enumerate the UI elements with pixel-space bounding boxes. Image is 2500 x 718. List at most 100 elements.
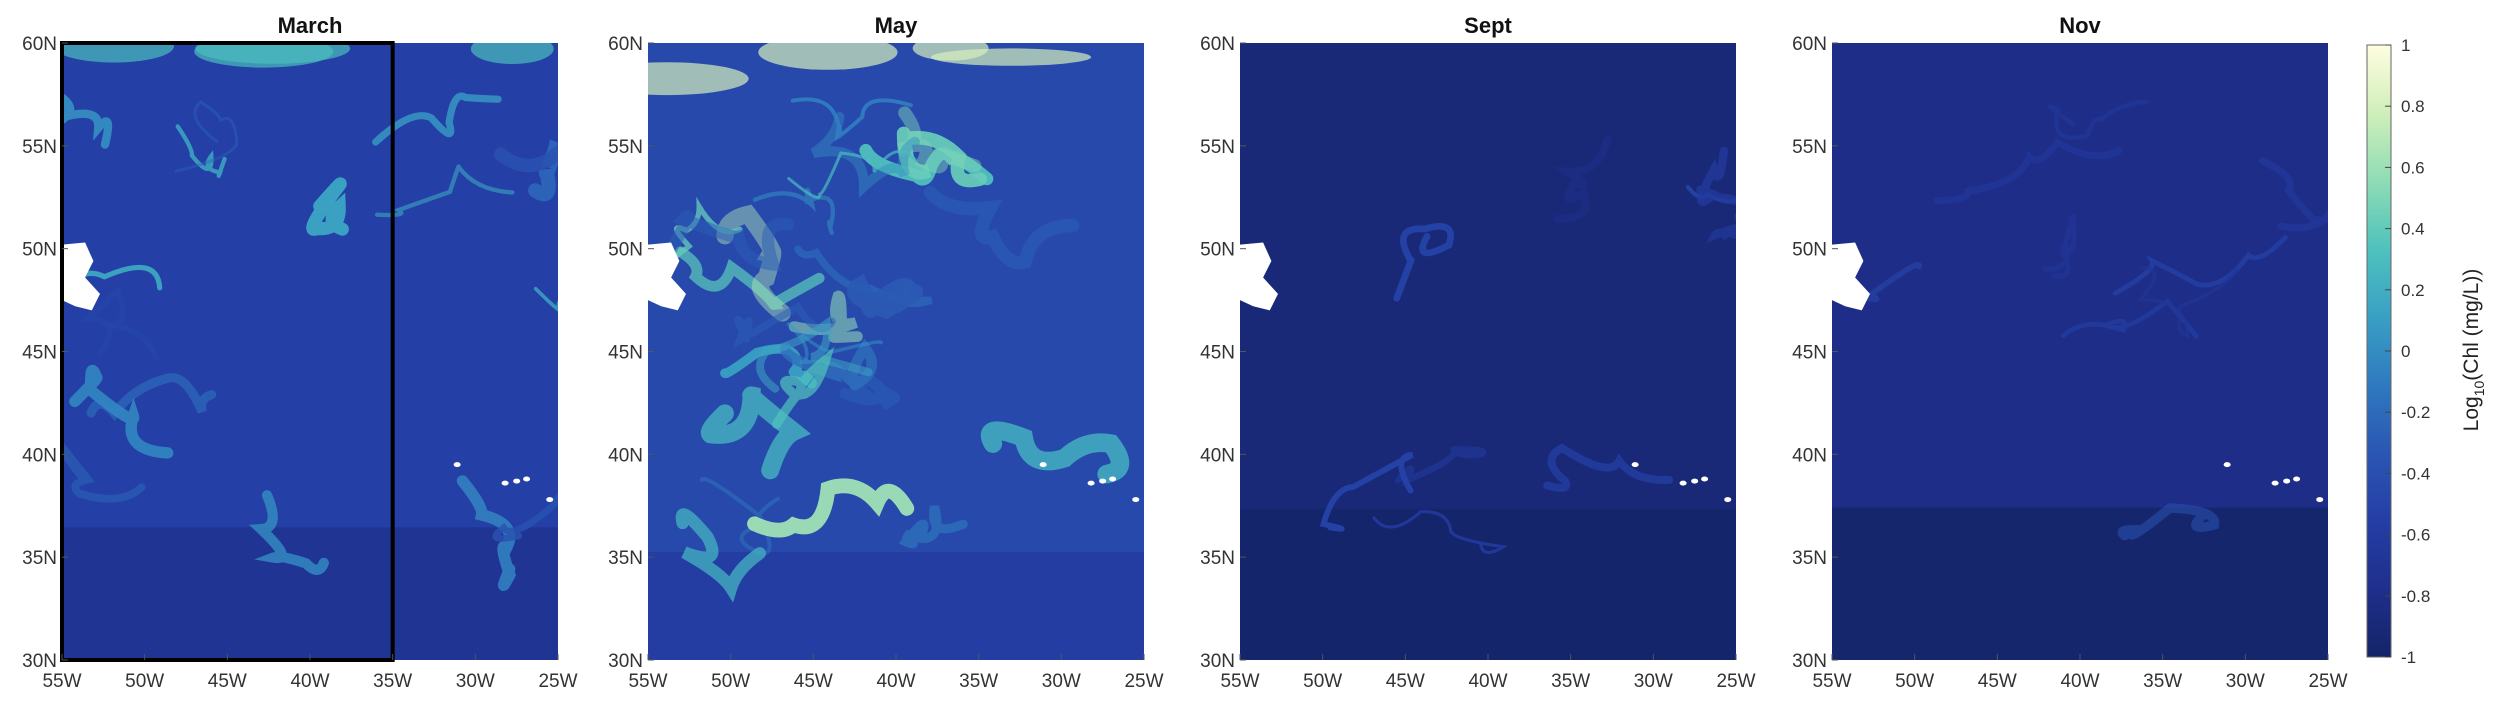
filament: [1696, 146, 1736, 221]
panel-sept: Sept 55W 50W 45W 40W 35W 30W 25W 60N 55N 50N 45N 40N…: [1200, 13, 1755, 692]
filament: [493, 143, 558, 173]
filament: [756, 316, 873, 393]
newfoundland: [1832, 242, 1870, 311]
x-tick-label: 30W: [2226, 671, 2265, 692]
filament: [665, 209, 795, 272]
filament: [1543, 443, 1674, 492]
x-tick-label: 50W: [125, 671, 164, 692]
x-tick-label: 55W: [1812, 671, 1851, 692]
y-tick-label: 35N: [1792, 548, 1827, 569]
filament: [980, 421, 1130, 484]
chlorophyll-field: [1240, 43, 1736, 660]
filament: [786, 321, 883, 364]
x-tick-label: 45W: [794, 671, 833, 692]
y-tick-label: 55N: [1792, 137, 1827, 158]
x-tick-label: 55W: [42, 671, 81, 692]
x-tick-label: 25W: [1124, 671, 1163, 692]
filament: [700, 386, 811, 480]
y-tick-label: 40N: [608, 445, 643, 466]
x-tick-label: 25W: [1716, 671, 1755, 692]
filament: [898, 505, 968, 549]
filament: [2117, 503, 2220, 541]
x-tick-label: 40W: [1468, 671, 1507, 692]
filament: [1319, 451, 1414, 532]
x-tick-label: 40W: [876, 671, 915, 692]
azores-island: [2283, 478, 2291, 484]
panel-may: May 55W 50W 45W 40W 35W 30W 25W 60N 55N 50N 45N 40N 3…: [608, 13, 1163, 692]
y-tick-label: 50N: [608, 240, 643, 261]
azores-island: [1132, 497, 1140, 503]
bloom-patch: [470, 43, 554, 65]
x-tick-label: 55W: [628, 671, 667, 692]
bloom-patch: [195, 43, 351, 64]
azores-island: [1099, 478, 1107, 484]
x-tick-label: 35W: [2143, 671, 2182, 692]
southern-band: [1240, 508, 1736, 660]
filament: [306, 177, 349, 236]
newfoundland: [62, 242, 100, 311]
y-tick-label: 35N: [608, 548, 643, 569]
chlorophyll-field: [648, 43, 1144, 660]
x-tick-label: 25W: [538, 671, 577, 692]
axes: 55W 50W 45W 40W 35W 30W 25W 60N 55N 50N 45N 40N 35N 3…: [22, 34, 577, 692]
x-tick-label: 50W: [1303, 671, 1342, 692]
colorbar-tick-label: 0.2: [2401, 281, 2425, 300]
y-tick-label: 50N: [1792, 240, 1827, 261]
filament: [372, 92, 502, 146]
panel-march: March 55W 50W 45W 40W 35W 30W 25W 60N 55N 50N 45N 40…: [22, 13, 577, 692]
panel-title: May: [875, 13, 919, 38]
y-tick-label: 35N: [22, 548, 57, 569]
x-tick-label: 25W: [2308, 671, 2347, 692]
chlorophyll-field: [62, 43, 558, 660]
azores-island: [523, 476, 531, 482]
azores-island: [1631, 462, 1639, 468]
filament: [787, 149, 918, 199]
azores-island: [546, 497, 554, 503]
filament: [1372, 510, 1509, 555]
azores-island: [1039, 462, 1047, 468]
axes: 55W 50W 45W 40W 35W 30W 25W 60N 55N 50N 45N 40N 35N 3…: [1792, 34, 2347, 692]
land: [62, 242, 554, 503]
y-tick-label: 60N: [1792, 34, 1827, 55]
filament: [2047, 99, 2149, 140]
y-tick-label: 40N: [1200, 445, 1235, 466]
colorbar-tick-label: -0.2: [2401, 403, 2430, 422]
newfoundland: [648, 242, 686, 311]
azores-island: [2223, 462, 2231, 468]
colorbar-tick-label: -1: [2401, 648, 2416, 667]
colorbar-label: Log10(Chl (mg/L)): [2460, 269, 2487, 432]
x-tick-label: 40W: [2060, 671, 2099, 692]
filament: [1393, 223, 1454, 302]
azores-island: [1109, 476, 1117, 482]
land: [1240, 242, 1732, 503]
y-tick-label: 40N: [22, 445, 57, 466]
filament: [2137, 266, 2239, 339]
y-tick-label: 45N: [608, 343, 643, 364]
filament: [771, 346, 835, 429]
filament: [788, 290, 863, 343]
azores-island: [453, 462, 461, 468]
filament: [2112, 235, 2288, 296]
azores-island: [1724, 497, 1732, 503]
filament: [732, 302, 836, 349]
colorbar-tick-label: -0.4: [2401, 464, 2430, 483]
azores-island: [1087, 480, 1095, 486]
bloom-patch: [758, 43, 898, 70]
x-tick-label: 35W: [959, 671, 998, 692]
x-tick-label: 45W: [1978, 671, 2017, 692]
y-tick-label: 30N: [1792, 651, 1827, 672]
x-tick-label: 30W: [456, 671, 495, 692]
chlorophyll-field: [1832, 43, 2328, 660]
panel-nov: Nov 55W 50W 45W 40W 35W 30W 25W 60N 55N 50N 45N 40N 3…: [1792, 13, 2347, 692]
panel-title: Sept: [1464, 13, 1512, 38]
filament: [492, 493, 558, 542]
southern-band: [62, 527, 558, 660]
southern-band: [648, 552, 1144, 660]
y-tick-label: 60N: [22, 34, 57, 55]
x-tick-label: 30W: [1042, 671, 1081, 692]
panel-title: March: [278, 13, 343, 38]
y-tick-label: 60N: [608, 34, 643, 55]
land: [648, 242, 1140, 503]
filament: [896, 126, 987, 188]
